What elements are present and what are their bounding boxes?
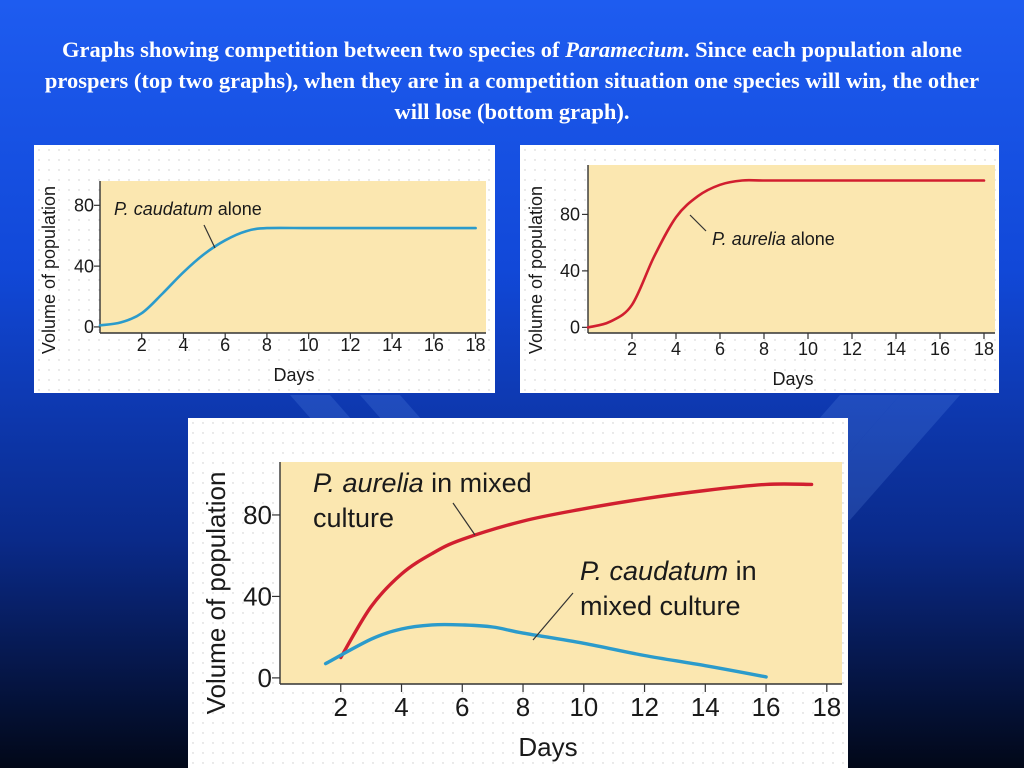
x-tick-label: 2 [137,335,147,355]
x-axis-title: Days [518,732,577,762]
plot-area [588,165,995,333]
x-tick-label: 18 [812,692,841,722]
title-text-before: Graphs showing competition between two s… [61,37,566,62]
series-label-line2: culture [313,503,394,533]
x-tick-label: 8 [759,339,769,359]
y-tick-label: 80 [243,500,272,530]
series-label-rest: alone [786,229,835,249]
x-tick-label: 6 [220,335,230,355]
x-axis-title: Days [273,365,314,385]
series-line-aurelia [586,178,986,329]
series-label-caudatum: P. caudatum in [580,556,757,586]
y-tick-label: 40 [560,261,580,281]
chart-caudatum-alone-svg: 2 4 6 8 10 12 14 16 18 0 40 80 Days Volume of populat… [34,145,495,393]
x-tick-label: 10 [798,339,818,359]
x-tick-label: 16 [424,335,444,355]
x-tick-label: 2 [334,692,348,722]
x-tick-label: 4 [671,339,681,359]
x-tick-label: 6 [715,339,725,359]
x-tick-label: 10 [299,335,319,355]
plot-area [280,462,842,684]
title-genus: Paramecium [565,37,684,62]
label-leader-line [203,224,216,249]
series-label-species: P. caudatum [580,556,728,586]
slide-title: Graphs showing competition between two s… [30,34,994,127]
x-tick-label: 12 [842,339,862,359]
y-axis-title: Volume of population [39,186,59,354]
series-line-caudatum [323,622,768,679]
y-tick-label: 0 [258,663,272,693]
x-tick-label: 12 [630,692,659,722]
series-label-caudatum: P. caudatum alone [114,199,262,219]
label-leader-line [452,502,476,536]
y-tick-label: 0 [570,318,580,338]
series-label-species: P. aurelia [712,229,786,249]
series-label-rest: alone [213,199,262,219]
x-tick-label: 12 [340,335,360,355]
x-tick-label: 14 [886,339,906,359]
x-tick-label: 16 [930,339,950,359]
x-tick-label: 16 [752,692,781,722]
y-tick-label: 80 [74,196,94,216]
series-label-line2: mixed culture [580,591,741,621]
chart-aurelia-alone-svg: 2 4 6 8 10 12 14 16 18 0 40 80 Days Volume of populat… [520,145,999,393]
chart-caudatum-alone: 2 4 6 8 10 12 14 16 18 0 40 80 Days Volume of populat… [34,145,495,393]
label-leader-line [689,214,707,232]
x-tick-label: 8 [262,335,272,355]
chart-aurelia-alone: 2 4 6 8 10 12 14 16 18 0 40 80 Days Volume of populat… [520,145,999,393]
title-text-after: . Since each population alone prospers (… [44,37,980,125]
plot-area [100,181,486,333]
y-tick-label: 80 [560,205,580,225]
x-axis-title: Days [772,369,813,389]
x-tick-label: 8 [516,692,530,722]
y-tick-label: 40 [243,582,272,612]
series-label-rest: in mixed [424,468,532,498]
x-tick-label: 14 [382,335,402,355]
x-tick-label: 10 [569,692,598,722]
label-leader-line [532,592,574,641]
series-label-aurelia: P. aurelia in mixed [313,468,532,498]
series-label-species: P. caudatum [114,199,213,219]
y-axis-title: Volume of population [526,186,546,354]
x-tick-label: 4 [394,692,408,722]
y-axis-title: Volume of population [201,472,231,715]
y-tick-label: 40 [74,256,94,276]
series-label-species: P. aurelia [313,468,424,498]
series-label-aurelia: P. aurelia alone [712,229,835,249]
chart-mixed-culture: 2 4 6 8 10 12 14 16 18 0 40 80 Days Volume of populat… [188,418,848,768]
x-tick-label: 14 [691,692,720,722]
x-tick-label: 6 [455,692,469,722]
series-label-rest: in [728,556,757,586]
series-line-caudatum [98,226,477,327]
x-tick-label: 4 [178,335,188,355]
x-tick-label: 2 [627,339,637,359]
x-tick-label: 18 [466,335,486,355]
x-tick-label: 18 [974,339,994,359]
y-tick-label: 0 [84,317,94,337]
chart-mixed-culture-svg: 2 4 6 8 10 12 14 16 18 0 40 80 Days Volume of populat… [188,418,848,768]
series-line-aurelia [339,482,814,660]
